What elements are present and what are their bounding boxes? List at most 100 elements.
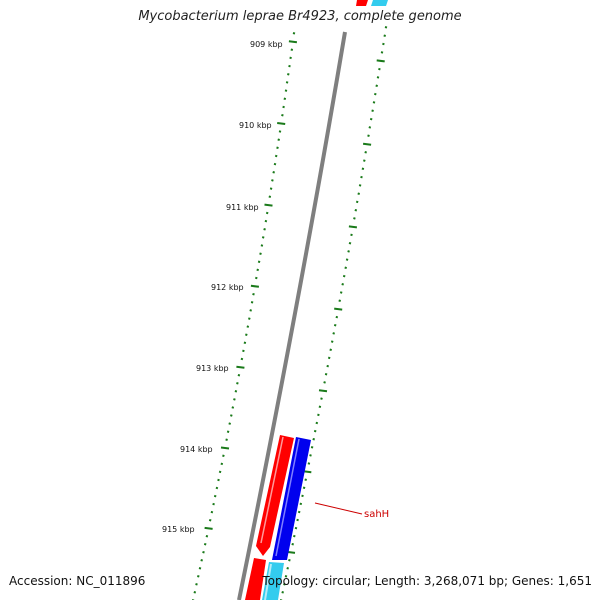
gene-forward-top[interactable]: [356, 0, 368, 6]
inner-scale-minor-tick: [242, 349, 245, 353]
outer-scale-major-tick: [362, 142, 372, 146]
outer-scale-minor-tick: [329, 348, 332, 352]
outer-scale-minor-tick: [383, 34, 386, 37]
outer-scale-minor-tick: [297, 510, 301, 514]
inner-scale-minor-tick: [288, 64, 291, 68]
inner-scale-minor-tick: [284, 89, 288, 92]
inner-scale-minor-tick: [268, 195, 272, 198]
inner-scale-minor-tick: [220, 462, 224, 466]
inner-scale-minor-tick: [222, 454, 225, 458]
inner-scale-minor-tick: [225, 438, 228, 441]
inner-scale: [192, 32, 298, 600]
outer-scale-minor-tick: [304, 478, 307, 481]
gene-forward-bottom[interactable]: [245, 558, 266, 600]
outer-scale-minor-tick: [332, 332, 335, 335]
outer-scale-minor-tick: [367, 134, 370, 137]
inner-scale-minor-tick: [233, 398, 236, 401]
outer-scale-minor-tick: [327, 356, 331, 360]
outer-scale-minor-tick: [368, 126, 372, 129]
inner-scale-major-tick: [288, 40, 298, 44]
outer-scale-minor-tick: [347, 250, 350, 253]
outer-scale-minor-tick: [376, 76, 380, 79]
inner-scale-minor-tick: [285, 81, 289, 84]
outer-scale-minor-tick: [363, 159, 366, 162]
inner-scale-minor-tick: [259, 252, 262, 255]
inner-scale-minor-tick: [246, 325, 250, 328]
gene-label-leader: [314, 502, 363, 515]
inner-scale-minor-tick: [198, 567, 202, 570]
outer-scale-minor-tick: [313, 429, 317, 433]
outer-scale-minor-tick: [360, 175, 363, 179]
inner-scale-minor-tick: [245, 333, 248, 336]
outer-scale-minor-tick: [355, 200, 359, 204]
inner-scale-minor-tick: [200, 559, 203, 562]
inner-scale-minor-tick: [252, 292, 255, 296]
inner-scale-minor-tick: [255, 276, 258, 280]
inner-scale-minor-tick: [205, 534, 209, 538]
inner-scale-minor-tick: [213, 494, 217, 498]
feature-cyan-top[interactable]: [371, 0, 388, 6]
outer-scale-minor-tick: [338, 299, 341, 302]
inner-scale-minor-tick: [236, 382, 239, 385]
inner-scale-minor-tick: [257, 260, 261, 264]
inner-scale-minor-tick: [260, 244, 264, 247]
inner-scale-minor-tick: [281, 113, 284, 117]
outer-scale-minor-tick: [348, 241, 352, 245]
inner-scale-major-tick: [277, 122, 286, 125]
outer-scale-major-tick: [318, 389, 328, 393]
inner-scale-minor-tick: [210, 510, 214, 514]
outer-scale-minor-tick: [286, 567, 289, 570]
inner-scale-major-tick: [220, 446, 230, 450]
inner-scale-minor-tick: [264, 219, 268, 223]
tick-label-910: 910 kbp: [239, 121, 272, 130]
inner-scale-minor-tick: [289, 56, 292, 60]
outer-scale-minor-tick: [378, 67, 381, 71]
outer-scale-major-tick: [348, 225, 358, 229]
outer-scale-minor-tick: [309, 454, 312, 457]
outer-scale-minor-tick: [293, 534, 296, 538]
inner-scale-minor-tick: [290, 48, 294, 51]
outer-scale-minor-tick: [342, 274, 346, 278]
outer-scale-major-tick: [376, 59, 385, 63]
inner-scale-minor-tick: [265, 211, 269, 215]
inner-scale-minor-tick: [278, 130, 282, 133]
outer-scale-minor-tick: [344, 266, 347, 270]
inner-scale-major-tick: [236, 365, 245, 369]
inner-scale-minor-tick: [283, 97, 287, 101]
gene-label-sahH[interactable]: sahH: [364, 509, 389, 520]
outer-scale-minor-tick: [317, 413, 320, 417]
inner-scale-major-tick: [250, 284, 260, 288]
inner-scale-minor-tick: [274, 154, 278, 158]
inner-scale-minor-tick: [273, 162, 277, 166]
outer-scale-minor-tick: [310, 446, 314, 449]
outer-scale-minor-tick: [371, 109, 374, 112]
inner-scale-minor-tick: [230, 414, 233, 417]
gene-forward[interactable]: [256, 435, 294, 556]
outer-scale-minor-tick: [341, 283, 344, 286]
outer-scale-minor-tick: [318, 405, 322, 409]
outer-scale-minor-tick: [335, 315, 339, 319]
outer-scale-minor-tick: [326, 364, 329, 368]
inner-scale-minor-tick: [292, 32, 296, 35]
inner-scale-minor-tick: [287, 73, 290, 76]
outer-scale-minor-tick: [315, 421, 319, 425]
outer-scale: [280, 26, 388, 600]
inner-scale-minor-tick: [277, 138, 280, 141]
tick-label-912: 912 kbp: [211, 283, 244, 292]
outer-scale-minor-tick: [345, 258, 349, 261]
inner-scale-minor-tick: [272, 171, 275, 174]
inner-scale-minor-tick: [228, 422, 231, 425]
outer-scale-minor-tick: [284, 575, 288, 578]
inner-scale-minor-tick: [250, 301, 254, 304]
inner-scale-minor-tick: [263, 228, 266, 231]
inner-scale-minor-tick: [217, 478, 220, 482]
outer-scale-minor-tick: [353, 217, 356, 220]
outer-scale-minor-tick: [358, 184, 362, 187]
gene-forward-highlight: [260, 436, 284, 544]
inner-scale-minor-tick: [240, 357, 244, 361]
inner-scale-minor-tick: [218, 470, 222, 474]
inner-scale-minor-tick: [271, 179, 274, 182]
outer-scale-minor-tick: [312, 437, 315, 441]
outer-scale-minor-tick: [323, 381, 326, 384]
